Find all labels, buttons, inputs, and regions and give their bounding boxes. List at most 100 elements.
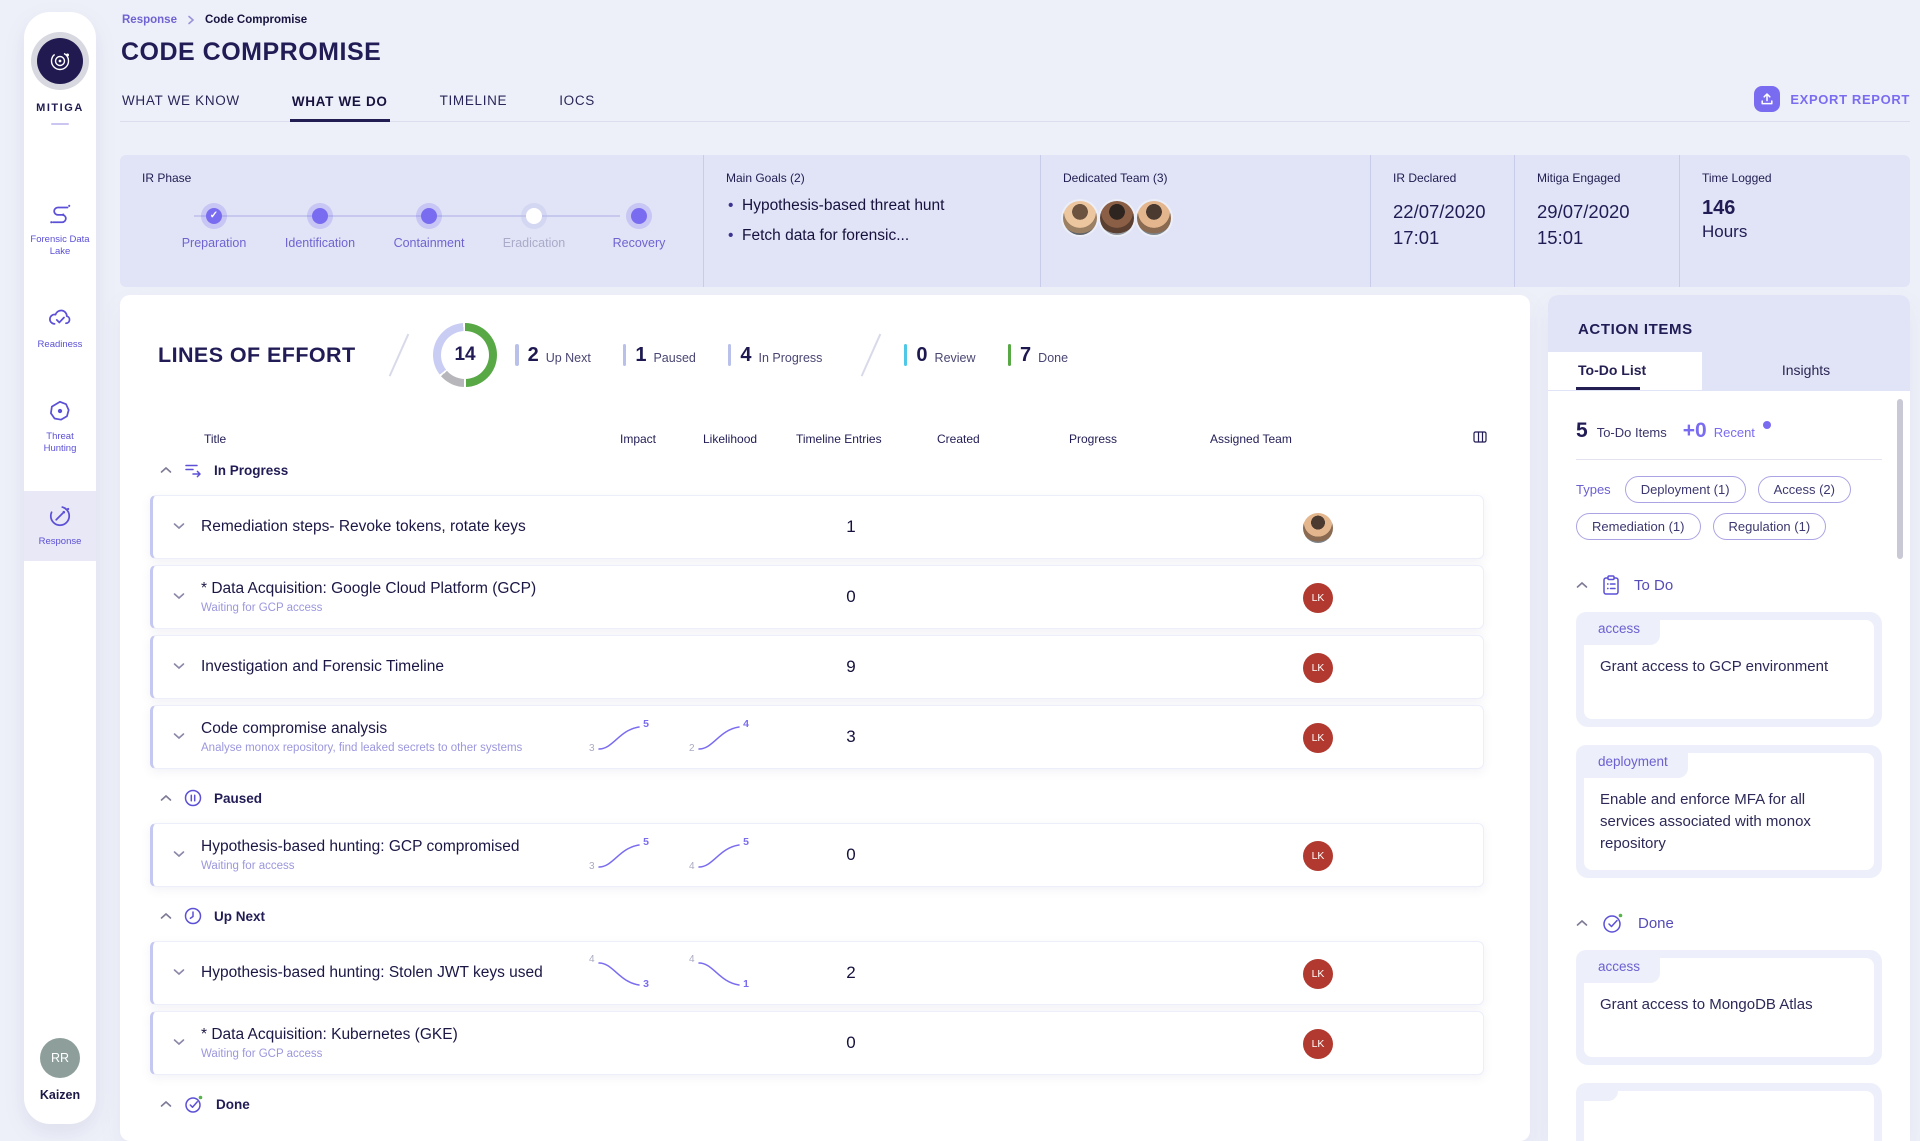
column-likelihood[interactable]: Likelihood [703, 432, 758, 446]
group-header-up-next: Up Next [150, 899, 1484, 933]
filter-chip-access[interactable]: Access (2) [1757, 476, 1851, 503]
todo-card-enforce-mfa[interactable]: Enable and enforce MFA for all services … [1576, 745, 1882, 879]
avatar[interactable] [1100, 201, 1134, 235]
tab-iocs[interactable]: IOCS [559, 93, 595, 108]
assignee-avatar[interactable]: LK [1303, 959, 1333, 989]
tab-what-we-know[interactable]: WHAT WE KNOW [122, 93, 240, 108]
mitiga-engaged-label: Mitiga Engaged [1537, 171, 1621, 185]
loe-row-hypothesis-stolen-jwt[interactable]: Hypothesis-based hunting: Stolen JWT key… [150, 941, 1484, 1005]
chevron-up-icon[interactable] [1576, 919, 1588, 927]
phase-step-eradication[interactable]: Eradication [479, 201, 589, 250]
chevron-down-icon[interactable] [173, 850, 185, 858]
time-logged-value: 146 [1702, 197, 1736, 219]
avatar[interactable] [1063, 201, 1097, 235]
phase-step-recovery[interactable]: Recovery [584, 201, 694, 250]
chevron-down-icon[interactable] [173, 1038, 185, 1046]
avatar[interactable] [1137, 201, 1171, 235]
goal-item: Hypothesis-based threat hunt [726, 197, 1040, 215]
loe-header: LINES OF EFFORT 14 2 Up Next 1 Paused [120, 295, 1530, 391]
tab-insights[interactable]: Insights [1781, 362, 1831, 378]
export-report-button[interactable]: EXPORT REPORT [1754, 86, 1910, 112]
phase-step-containment[interactable]: Containment [374, 201, 484, 250]
filter-chip-remediation[interactable]: Remediation (1) [1576, 513, 1701, 540]
brand-divider [51, 123, 69, 125]
assignee-avatar[interactable]: LK [1303, 841, 1333, 871]
sidebar-item-forensic-data-lake[interactable]: Forensic Data Lake [24, 189, 96, 272]
forensic-data-lake-icon [47, 201, 73, 227]
filled-dot-icon [312, 208, 328, 224]
recent-dot-indicator [1762, 421, 1771, 429]
chevron-down-icon[interactable] [173, 592, 185, 600]
action-items-panel: ACTION ITEMS To-Do List Insights 5 To-Do… [1548, 295, 1910, 1141]
chevron-up-icon[interactable] [160, 1100, 172, 1108]
panel-scrollbar-thumb[interactable] [1897, 399, 1903, 559]
column-assigned-team[interactable]: Assigned Team [1210, 432, 1292, 446]
breadcrumb-current: Code Compromise [204, 14, 308, 26]
mitiga-logo-icon [37, 38, 83, 84]
breadcrumb-parent[interactable]: Response [122, 14, 177, 26]
assignee-avatar[interactable]: LK [1303, 653, 1333, 683]
tabs-row: WHAT WE KNOW WHAT WE DO TIMELINE IOCS EX… [120, 82, 1910, 122]
done-section-header: Done [1576, 912, 1882, 934]
tab-timeline[interactable]: TIMELINE [439, 93, 508, 108]
loe-row-hypothesis-gcp-compromised[interactable]: Hypothesis-based hunting: GCP compromise… [150, 823, 1484, 887]
sidebar-nav: Forensic Data Lake Readiness [24, 189, 96, 562]
divider [1576, 459, 1882, 460]
todo-tag: deployment [1576, 745, 1688, 778]
row-title: Hypothesis-based hunting: Stolen JWT key… [201, 964, 543, 981]
tab-to-do-list[interactable]: To-Do List [1548, 352, 1702, 390]
stat-bar [515, 344, 519, 366]
chevron-down-icon[interactable] [173, 968, 185, 976]
chevron-up-icon[interactable] [160, 466, 172, 474]
chevron-up-icon[interactable] [160, 794, 172, 802]
todo-card-grant-gcp-access[interactable]: Grant access to GCP environment access [1576, 612, 1882, 727]
phase-step-identification[interactable]: Identification [265, 201, 375, 250]
section-name: Done [1638, 914, 1674, 932]
chevron-up-icon[interactable] [160, 912, 172, 920]
user-avatar[interactable]: RR [39, 1038, 80, 1078]
sidebar-item-response[interactable]: Response [24, 490, 96, 562]
sidebar-item-readiness[interactable]: Readiness [24, 294, 96, 364]
columns-settings-icon[interactable] [1472, 429, 1488, 445]
loe-row-data-acquisition-gcp[interactable]: * Data Acquisition: Google Cloud Platfor… [150, 565, 1484, 629]
done-card-partial[interactable] [1576, 1083, 1882, 1141]
loe-row-investigation-forensic-timeline[interactable]: Investigation and Forensic Timeline 9 LK [150, 635, 1484, 699]
stat-value: 1 [635, 343, 647, 366]
phase-step-preparation[interactable]: ✓ Preparation [159, 201, 269, 250]
group-name: Done [216, 1096, 250, 1112]
todo-tag: access [1576, 612, 1661, 645]
row-main: * Data Acquisition: Google Cloud Platfor… [201, 580, 581, 614]
column-impact[interactable]: Impact [620, 432, 657, 446]
filter-chip-regulation[interactable]: Regulation (1) [1712, 513, 1827, 540]
filter-chip-deployment[interactable]: Deployment (1) [1624, 476, 1746, 503]
phase-label: Containment [393, 236, 465, 250]
sidebar-item-threat-hunting[interactable]: Threat Hunting [24, 386, 96, 469]
chevron-down-icon[interactable] [173, 662, 185, 670]
assignee-avatar[interactable] [1303, 513, 1333, 543]
ir-declared-date: 22/07/2020 [1393, 201, 1486, 222]
done-check-icon [183, 1094, 205, 1114]
chevron-up-icon[interactable] [1576, 581, 1588, 589]
stat-paused: 1 Paused [622, 343, 696, 367]
chevron-down-icon[interactable] [173, 732, 185, 740]
stat-label: In Progress [758, 350, 823, 365]
column-progress[interactable]: Progress [1069, 432, 1118, 446]
assignee-avatar[interactable]: LK [1303, 1029, 1333, 1059]
column-timeline-entries[interactable]: Timeline Entries [796, 432, 882, 446]
lines-of-effort-card: LINES OF EFFORT 14 2 Up Next 1 Paused [120, 295, 1530, 1141]
assignee-avatar[interactable]: LK [1303, 723, 1333, 753]
tab-what-we-do[interactable]: WHAT WE DO [289, 94, 390, 122]
stat-label: Done [1038, 350, 1069, 365]
timeline-entries-count: 0 [846, 1033, 856, 1052]
loe-row-code-compromise-analysis[interactable]: Code compromise analysis Analyse monox r… [150, 705, 1484, 769]
action-items-title: ACTION ITEMS [1578, 321, 1693, 338]
assignee-avatar[interactable]: LK [1303, 583, 1333, 613]
impact-from: 3 [589, 743, 595, 754]
loe-row-data-acquisition-gke[interactable]: * Data Acquisition: Kubernetes (GKE) Wai… [150, 1011, 1484, 1075]
loe-row-remediation-steps[interactable]: Remediation steps- Revoke tokens, rotate… [150, 495, 1484, 559]
done-card-grant-mongodb-access[interactable]: Grant access to MongoDB Atlas access [1576, 950, 1882, 1066]
chevron-down-icon[interactable] [173, 522, 185, 530]
column-created[interactable]: Created [937, 432, 980, 446]
column-title[interactable]: Title [204, 432, 227, 446]
